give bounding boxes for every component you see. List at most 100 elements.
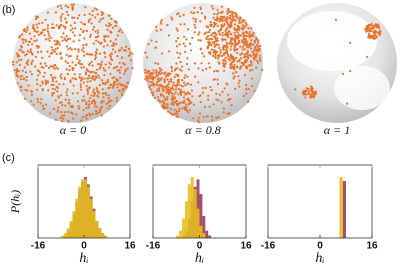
sphere-dot [34,17,38,21]
sphere-dot [71,16,74,19]
sphere-dot [232,77,235,80]
sphere-dot [66,73,69,76]
sphere-dot [190,101,193,104]
sphere-dot [63,37,66,40]
sphere-dot [255,56,258,59]
sphere-dot [175,27,178,30]
sphere-dot [40,66,43,69]
sphere-dot [71,61,74,64]
sphere-dot [92,94,95,97]
sphere-dot [239,34,242,37]
sphere-dot [214,53,217,56]
sphere-dot [224,19,227,23]
sphere-dot [187,103,190,106]
sphere-dot [94,16,97,19]
sphere-dot [104,91,107,94]
x-tick-label: 16 [366,241,378,252]
sphere-dot [76,55,79,58]
sphere-dot [166,24,169,27]
sphere-dot [179,15,182,18]
sphere-dot [208,28,212,31]
sphere-dot [69,47,72,50]
sphere-dot [106,81,110,84]
sphere-dot [89,80,92,83]
sphere-dot [191,36,194,40]
sphere-dot [255,38,258,41]
sphere-dot [122,62,125,65]
sphere-dot [245,53,248,56]
sphere-dot [248,33,251,36]
sphere-dot [223,23,226,26]
sphere-dot [166,96,169,99]
sphere-dot [24,97,27,100]
sphere-dot [231,55,234,59]
sphere-dot [51,26,54,29]
sphere-dot [244,22,247,25]
sphere-dot [85,43,88,46]
sphere-dot [368,36,372,40]
sphere-dot [341,72,344,76]
sphere-dot [89,53,92,56]
sphere-dot [49,65,53,68]
sphere-dot [228,16,232,20]
sphere-dot [34,65,37,68]
sphere-dot [60,23,63,26]
sphere-dot [100,114,103,117]
sphere-dot [31,43,34,46]
sphere-dot [215,98,218,101]
sphere-dot [251,68,254,71]
sphere-dot [155,29,158,32]
sphere-dot [167,110,170,113]
sphere-dot [167,83,170,86]
sphere-dot [32,103,35,106]
sphere-dot [98,83,101,87]
sphere-dot [168,50,171,53]
sphere-dot [74,27,77,30]
sphere-dot [210,5,214,8]
x-tick-label: 16 [240,241,252,252]
sphere-dot [371,27,374,30]
sphere-dot [29,70,32,73]
x-tick-label: 0 [317,241,323,252]
sphere-dot [255,66,258,69]
sphere-dot [31,27,35,30]
sphere-dot [224,62,227,65]
sphere-dot [41,104,45,107]
sphere-dot [60,7,63,10]
sphere-dot [158,89,161,92]
sphere-dot [223,87,226,90]
sphere-dot [221,37,224,41]
sphere-dot [238,79,241,82]
sphere-dot [43,107,46,110]
sphere-dot [241,45,244,48]
sphere-dot [214,18,217,21]
sphere-dot [21,69,24,72]
sphere-dot [54,118,58,121]
sphere-dot [32,24,35,27]
sphere-dot [166,78,169,81]
sphere-dot [71,104,74,107]
sphere-dot [26,28,29,31]
sphere-dot [86,92,89,95]
sphere-dot [101,11,104,14]
sphere-dot [30,90,33,93]
sphere-dot [60,57,63,60]
sphere-dot [96,13,99,16]
sphere-dot [30,61,33,64]
sphere-dot [334,18,337,21]
sphere-dot [60,19,63,22]
sphere-dot [28,40,31,44]
sphere-dot [199,39,202,42]
sphere-dot [155,25,158,28]
sphere-dot [240,57,243,60]
sphere-dot [154,46,157,49]
sphere-dot [131,66,134,70]
sphere-dot [230,22,233,25]
sphere-dot [39,102,42,105]
sphere-dot [44,62,47,65]
sphere-dot [220,5,224,8]
sphere-dot [171,18,174,21]
sphere-dot [161,89,164,92]
sphere-dot [184,50,187,54]
